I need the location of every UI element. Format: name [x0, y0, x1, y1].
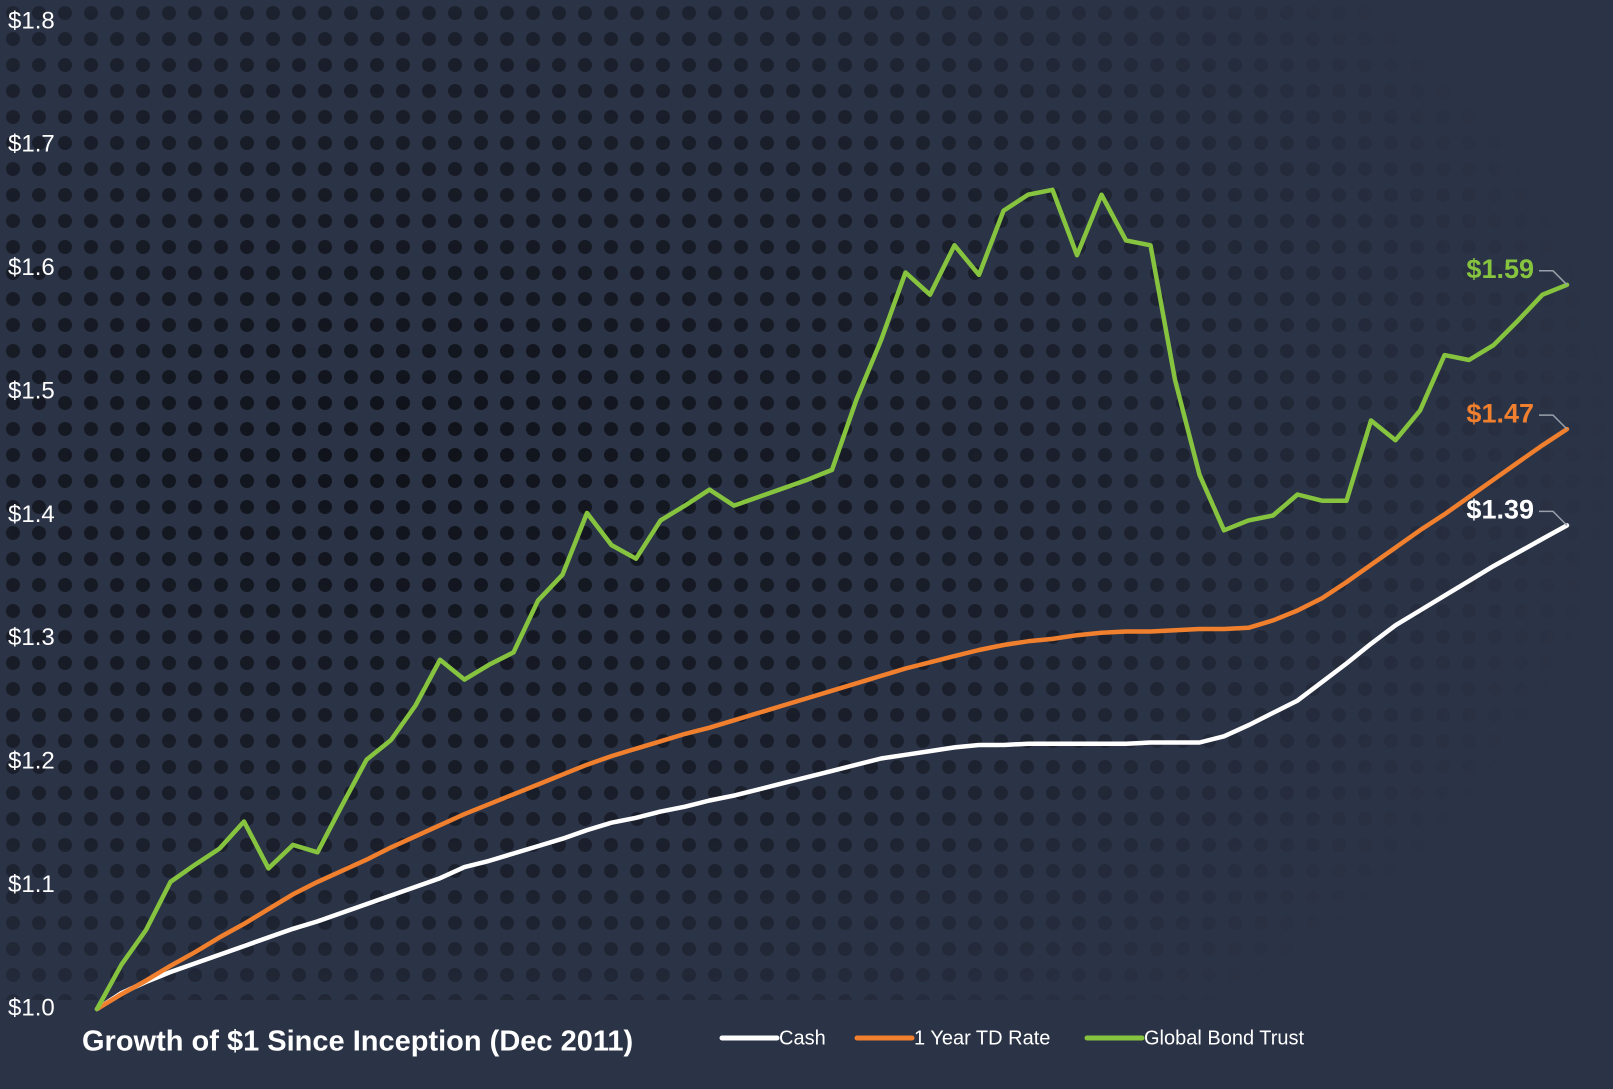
leader-line: [1539, 510, 1568, 526]
legend-label: Cash: [779, 1027, 826, 1049]
y-tick-label: $1.6: [8, 254, 55, 281]
y-tick-label: $1.8: [8, 7, 55, 34]
leader-line: [1539, 270, 1568, 286]
value-label: $1.59: [1466, 254, 1534, 284]
legend-label: Global Bond Trust: [1144, 1027, 1305, 1049]
legend-label: 1 Year TD Rate: [914, 1027, 1050, 1049]
chart-title: Growth of $1 Since Inception (Dec 2011): [82, 1026, 633, 1058]
y-tick-label: $1.2: [8, 748, 55, 775]
y-tick-label: $1.5: [8, 377, 55, 404]
y-tick-label: $1.3: [8, 624, 55, 651]
series-line: [94, 426, 1570, 1012]
value-label: $1.47: [1466, 398, 1534, 428]
leader-line: [1539, 414, 1568, 430]
y-tick-label: $1.0: [8, 994, 55, 1021]
y-tick-label: $1.7: [8, 131, 55, 158]
y-tick-label: $1.1: [8, 871, 55, 898]
series-line: [94, 523, 1570, 1012]
value-label: $1.39: [1466, 494, 1534, 524]
y-tick-label: $1.4: [8, 501, 55, 528]
dot-pattern: [0, 0, 1613, 1000]
series-line: [94, 187, 1570, 1012]
